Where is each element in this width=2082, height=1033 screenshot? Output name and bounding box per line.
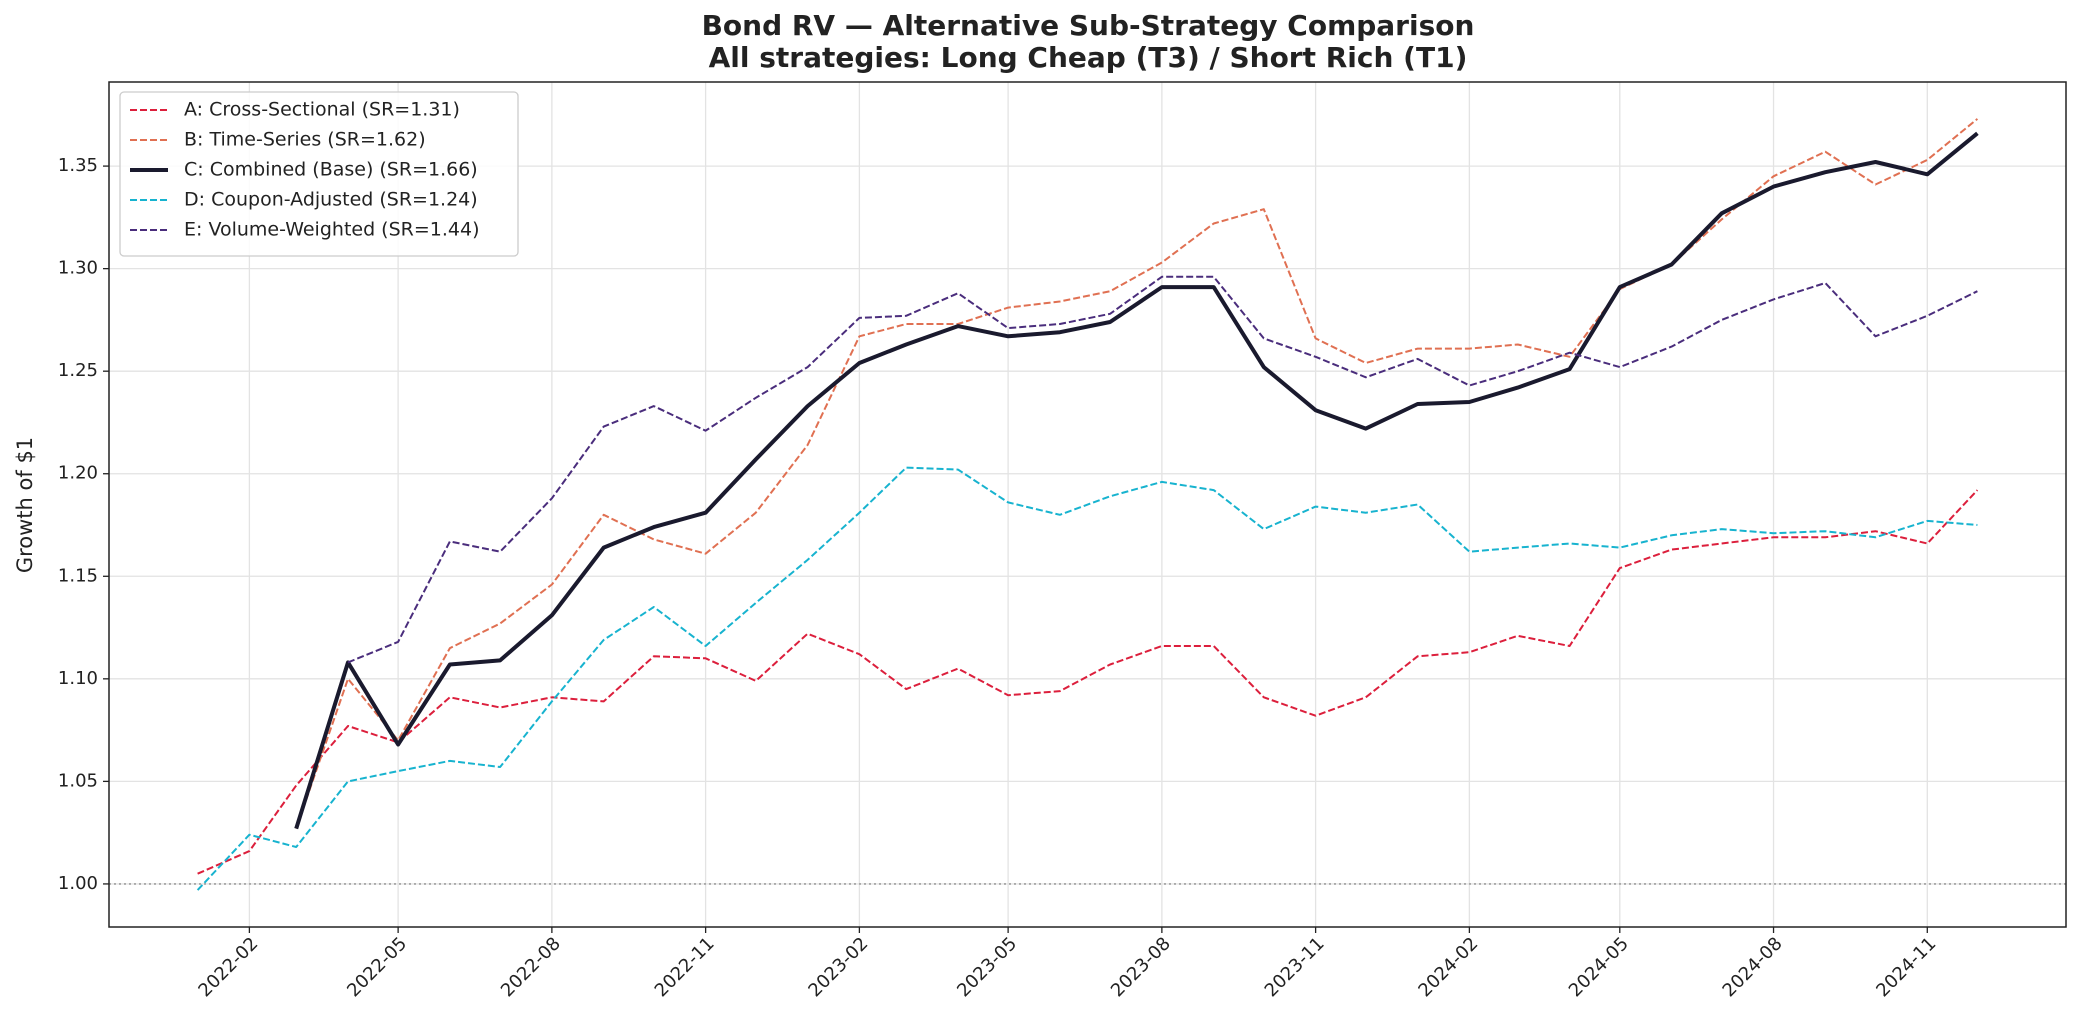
y-tick-label: 1.35 [58,155,98,176]
y-tick-label: 1.10 [58,668,98,689]
plot-frame [108,81,2067,928]
y-axis-label: Growth of $1 [13,437,37,573]
legend: A: Cross-Sectional (SR=1.31) B: Time-Seri… [119,91,519,257]
series-line [197,489,1979,875]
y-tick-label: 1.30 [58,258,98,279]
legend-label: A: Cross-Sectional (SR=1.31) [184,99,460,121]
legend-box [119,91,519,257]
legend-label: C: Combined (Base) (SR=1.66) [184,159,478,181]
series-line [295,118,1979,829]
series-line [196,466,1978,891]
chart-title: Bond RV — Alternative Sub-Strategy Compa… [702,9,1475,42]
y-tick-label: 1.20 [58,463,98,484]
y-tick-label: 1.00 [58,873,98,894]
y-tick-label: 1.15 [58,565,98,586]
y-tick-label: 1.25 [58,360,98,381]
legend-label: D: Coupon-Adjusted (SR=1.24) [184,189,478,211]
chart-subtitle: All strategies: Long Cheap (T3) / Short … [709,41,1468,74]
series-line [294,131,1979,830]
legend-label: E: Volume-Weighted (SR=1.44) [184,219,480,241]
legend-label: B: Time-Series (SR=1.62) [184,129,426,151]
series-line [347,275,1978,664]
y-tick-label: 1.05 [58,770,98,791]
